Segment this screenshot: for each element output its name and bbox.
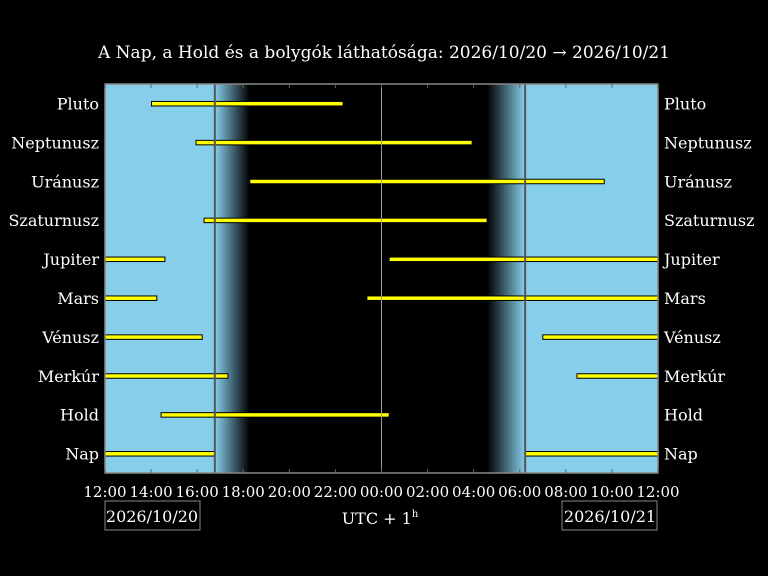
chart-title: A Nap, a Hold és a bolygók láthatósága: …	[97, 43, 670, 63]
day-region	[525, 84, 658, 473]
x-tick-label: 12:00	[636, 483, 679, 501]
visibility-bar	[249, 178, 605, 185]
dawn-twilight	[487, 84, 526, 473]
x-tick-label: 18:00	[222, 483, 265, 501]
visibility-bar	[160, 412, 390, 418]
row-label-right: Merkúr	[664, 367, 726, 386]
x-tick-label: 22:00	[314, 483, 357, 501]
visibility-bar	[203, 217, 488, 224]
visibility-bar	[104, 373, 229, 379]
visibility-bar	[195, 139, 473, 146]
day-region	[105, 84, 215, 473]
x-axis-label: UTC + 1h	[342, 509, 419, 528]
row-label-right: Uránusz	[664, 172, 732, 191]
visibility-bar	[366, 295, 659, 301]
row-label-right: Pluto	[664, 94, 706, 113]
visibility-bar	[104, 451, 216, 457]
x-tick-label: 02:00	[406, 483, 449, 501]
row-label-left: Jupiter	[41, 250, 99, 269]
x-tick-label: 20:00	[268, 483, 311, 501]
x-tick-label: 16:00	[176, 483, 219, 501]
row-label-left: Szaturnusz	[8, 211, 99, 230]
x-tick-label: 04:00	[452, 483, 495, 501]
visibility-bar	[524, 451, 659, 457]
row-label-left: Neptunusz	[11, 133, 99, 152]
x-tick-label: 00:00	[360, 483, 403, 501]
row-label-left: Uránusz	[31, 172, 99, 191]
night-region	[249, 84, 488, 473]
row-label-left: Merkúr	[38, 367, 100, 386]
visibility-bar	[542, 334, 659, 340]
row-label-right: Nap	[664, 445, 698, 464]
visibility-bar	[150, 100, 344, 107]
end-date-label: 2026/10/21	[564, 507, 656, 526]
row-label-right: Neptunusz	[664, 133, 752, 152]
row-label-right: Szaturnusz	[664, 211, 755, 230]
visibility-bar	[104, 295, 158, 301]
x-tick-label: 08:00	[544, 483, 587, 501]
x-tick-label: 10:00	[590, 483, 633, 501]
visibility-bar	[104, 256, 166, 263]
row-label-left: Hold	[60, 406, 99, 425]
x-tick-label: 14:00	[129, 483, 172, 501]
row-label-left: Vénusz	[41, 328, 99, 347]
visibility-bar	[576, 373, 659, 379]
start-date-box	[104, 500, 201, 531]
visibility-bar	[388, 256, 659, 263]
row-label-right: Mars	[664, 289, 706, 308]
row-label-right: Hold	[664, 406, 703, 425]
x-tick-label: 12:00	[83, 483, 126, 501]
row-label-right: Vénusz	[663, 328, 721, 347]
row-label-left: Pluto	[57, 94, 99, 113]
x-tick-label: 06:00	[498, 483, 541, 501]
row-label-left: Nap	[65, 445, 99, 464]
start-date-label: 2026/10/20	[106, 507, 198, 526]
dusk-twilight	[214, 84, 250, 473]
end-date-box	[561, 500, 658, 531]
visibility-bar	[104, 334, 203, 340]
row-label-left: Mars	[57, 289, 99, 308]
row-label-right: Jupiter	[662, 250, 720, 269]
